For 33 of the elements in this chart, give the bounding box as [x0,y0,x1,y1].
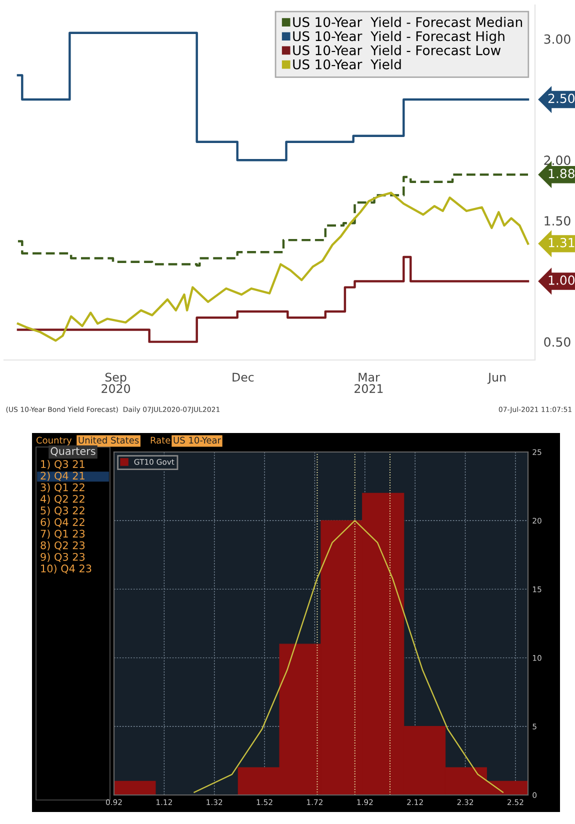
y-tick-label: 2.00 [544,156,570,166]
x-tick-label: Mar 2021 [354,372,383,394]
legend-label: US 10-Year Yield - Forecast Median [293,16,522,28]
text: US 10-Year [174,436,221,444]
x-tick-label: Dec [232,372,254,382]
y-tick-label: 1.50 [544,216,570,226]
text: 3) Q1 22 [40,483,84,492]
text: Rate [150,436,170,444]
data-label: 1.00 [548,275,574,285]
legend-label: US 10-Year Yield [293,59,401,70]
data-label: 1.31 [548,238,574,248]
text: 7) Q1 23 [40,530,85,539]
text: 9) Q3 23 [40,552,85,562]
text: 4) Q2 22 [40,494,84,504]
text: 6) Q4 22 [40,518,84,528]
text: 8) Q2 23 [40,541,85,550]
legend-label: US 10-Year Yield - Forecast High [293,30,504,44]
text: 5) Q3 22 [40,506,84,516]
y-tick-label: 0.50 [544,337,570,347]
x-tick-label: Jun [487,372,506,384]
text: Country [36,436,72,446]
text: 2) Q4 21 [40,472,84,481]
text: 10) Q4 23 [41,564,92,574]
text: United States [78,436,139,444]
y-tick-label: 3.00 [544,34,570,44]
legend-label: US 10-Year Yield - Forecast Low [293,45,501,56]
line-series [194,520,504,793]
x-tick-label: Sep 2020 [102,372,130,394]
text: Quarters [50,447,96,456]
text: 1) Q3 21 [41,460,84,470]
data-label: 1.88 [548,168,574,178]
line-series [16,192,530,342]
data-label: 2.50 [548,94,574,104]
